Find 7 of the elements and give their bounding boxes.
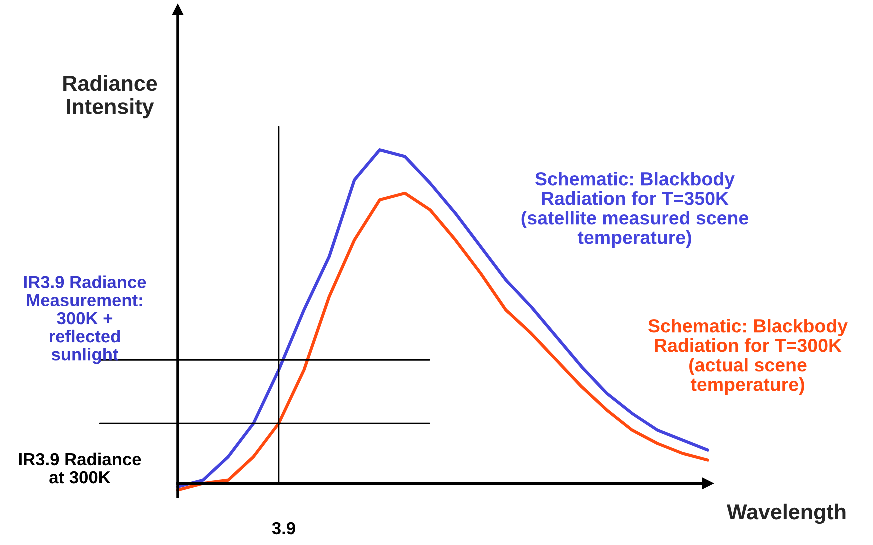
y-axis-title: Radiance Intensity bbox=[64, 75, 158, 119]
text: IR3.9 Radiance at 300K bbox=[19, 452, 142, 484]
x-axis-title: Wavelength bbox=[727, 504, 846, 524]
series-label: Schematic: Blackbody Radiation for T=350K (satellite measured scene temperature) bbox=[522, 172, 748, 248]
text: 3.9 bbox=[272, 522, 296, 535]
text: Schematic: Blackbody Radiation for T=300K (actual scene temperature) bbox=[648, 318, 848, 396]
text: IR3.9 Radiance Measurement: 300K + reflected sunlight bbox=[24, 276, 146, 364]
